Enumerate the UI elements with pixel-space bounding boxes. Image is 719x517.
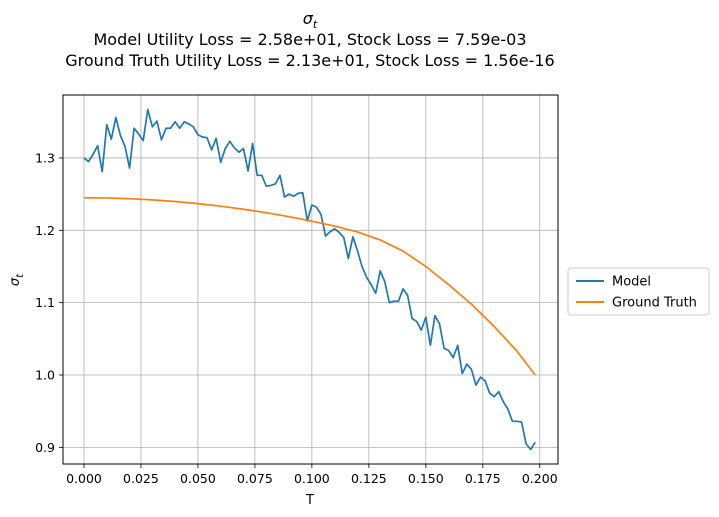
series-line-ground-truth	[83, 196, 536, 376]
x-tick-label: 0.200	[522, 471, 558, 486]
y-tick-label: 1.3	[35, 150, 55, 165]
x-tick-label: 0.025	[123, 471, 159, 486]
x-tick-label: 0.150	[408, 471, 444, 486]
legend-box	[567, 267, 710, 316]
y-tick-label: 1.0	[35, 368, 55, 383]
x-tick-label: 0.125	[351, 471, 387, 486]
legend-label-model: Model	[612, 275, 651, 290]
title-line-2: Model Utility Loss = 2.58e+01, Stock Los…	[94, 30, 527, 49]
plot-area-frame	[62, 94, 559, 465]
x-axis-label: T	[305, 493, 314, 508]
title-symbol: σ	[303, 9, 314, 28]
y-axis-ticks: 0.9 1.0 1.1 1.2 1.3	[35, 150, 63, 455]
y-axis-label-subscript: t	[15, 273, 26, 278]
title-subscript: t	[313, 18, 318, 31]
y-tick-label: 0.9	[35, 440, 55, 455]
x-tick-label: 0.075	[237, 471, 273, 486]
x-tick-label: 0.175	[465, 471, 501, 486]
title-line-1: σt	[303, 9, 318, 31]
legend-label-ground-truth: Ground Truth	[612, 296, 697, 311]
legend: Model Ground Truth	[567, 267, 710, 316]
y-tick-label: 1.1	[35, 295, 55, 310]
x-tick-label: 0.050	[180, 471, 216, 486]
x-tick-label: 0.100	[294, 471, 330, 486]
x-axis-ticks: 0.000 0.025 0.050 0.075 0.100 0.125 0.150 0.175…	[66, 464, 558, 486]
series-lines	[83, 108, 536, 451]
y-axis-label: σt	[8, 273, 26, 286]
x-tick-label: 0.000	[66, 471, 102, 486]
title-line-3: Ground Truth Utility Loss = 2.13e+01, St…	[65, 51, 554, 70]
y-axis-label-symbol: σ	[8, 277, 23, 286]
series-line-model	[83, 108, 536, 451]
chart-title: σt Model Utility Loss = 2.58e+01, Stock …	[65, 9, 554, 70]
y-tick-label: 1.2	[35, 223, 55, 238]
